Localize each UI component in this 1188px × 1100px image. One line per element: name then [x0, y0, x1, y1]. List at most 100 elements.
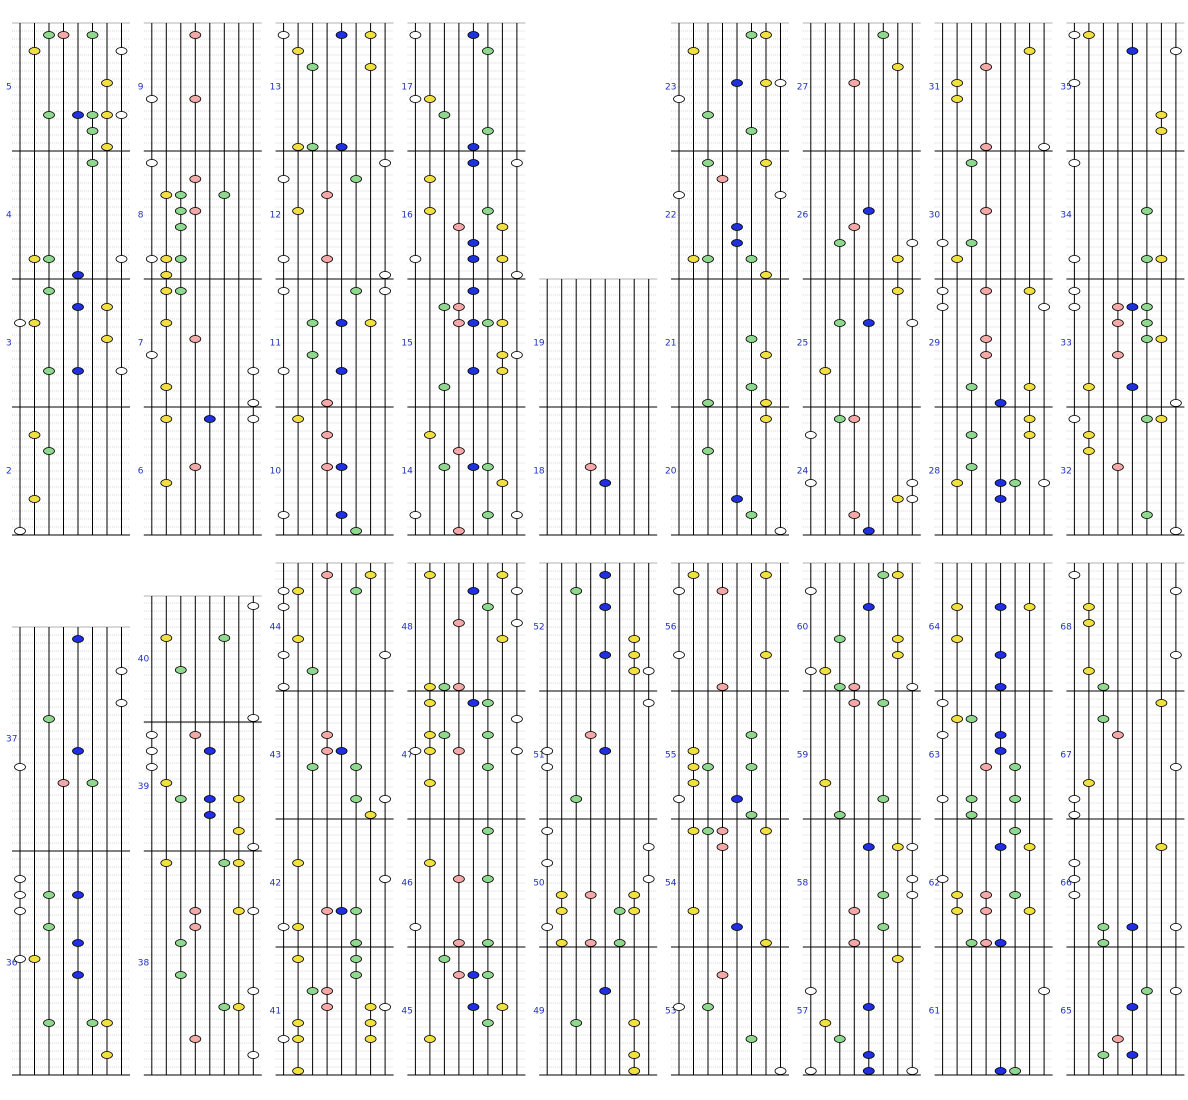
note — [745, 1035, 758, 1043]
note — [848, 683, 861, 691]
note — [833, 239, 846, 247]
measure-number: 27 — [797, 83, 808, 93]
note — [160, 779, 173, 787]
measure-number: 4 — [6, 211, 12, 221]
note — [1083, 619, 1095, 627]
note — [452, 971, 465, 979]
note — [189, 907, 202, 915]
note — [862, 319, 875, 327]
note — [994, 399, 1007, 407]
note — [760, 399, 772, 407]
measure-number: 26 — [797, 211, 809, 221]
note — [1068, 859, 1081, 867]
note — [702, 255, 714, 263]
measure-number: 33 — [1060, 339, 1071, 349]
note — [628, 651, 641, 659]
note — [760, 651, 772, 659]
note — [72, 891, 84, 899]
note — [951, 95, 963, 103]
note — [189, 207, 202, 215]
measure-number: 29 — [929, 339, 941, 349]
note — [1155, 699, 1168, 707]
note — [760, 351, 772, 359]
measure-number: 2 — [6, 467, 12, 477]
note — [86, 111, 99, 119]
note — [936, 875, 949, 883]
note — [673, 95, 685, 103]
note — [804, 479, 817, 487]
note — [877, 891, 890, 899]
note — [350, 939, 363, 947]
note — [891, 635, 904, 643]
note — [833, 415, 846, 423]
note — [1170, 399, 1182, 407]
note — [43, 367, 55, 375]
note — [980, 335, 992, 343]
note — [1112, 303, 1124, 311]
measure-number: 65 — [1060, 1007, 1071, 1017]
note — [481, 971, 494, 979]
measure-number: 24 — [797, 467, 809, 477]
note — [28, 495, 41, 503]
note — [891, 651, 904, 659]
note — [584, 891, 597, 899]
note — [247, 714, 260, 722]
note — [321, 1003, 334, 1011]
note — [467, 463, 480, 471]
note — [306, 63, 319, 71]
note — [1141, 415, 1153, 423]
measure-number: 3 — [6, 339, 12, 349]
note — [716, 827, 729, 835]
note — [350, 175, 363, 183]
note — [277, 683, 290, 691]
note — [774, 79, 787, 87]
note — [1112, 1035, 1124, 1043]
note — [833, 811, 846, 819]
note — [14, 763, 26, 771]
note — [1068, 287, 1081, 295]
note — [702, 159, 714, 167]
note — [423, 731, 436, 739]
measure-number: 51 — [533, 751, 544, 761]
note — [232, 795, 245, 803]
note — [101, 1019, 113, 1027]
note — [980, 63, 992, 71]
note — [848, 939, 861, 947]
note — [760, 827, 772, 835]
note — [1023, 47, 1036, 55]
note — [423, 1035, 436, 1043]
note — [628, 1067, 641, 1075]
measure-number: 16 — [401, 211, 413, 221]
note — [1141, 255, 1153, 263]
note — [335, 31, 348, 39]
note — [951, 603, 963, 611]
note — [28, 47, 41, 55]
note — [28, 431, 41, 439]
note — [160, 255, 173, 263]
note — [292, 47, 305, 55]
note — [702, 399, 714, 407]
note — [1023, 907, 1036, 915]
note — [906, 1067, 919, 1075]
note — [848, 699, 861, 707]
measure-number: 49 — [533, 1007, 545, 1017]
note — [716, 683, 729, 691]
note — [1112, 351, 1124, 359]
note — [423, 571, 436, 579]
note — [642, 699, 655, 707]
note — [994, 495, 1007, 503]
note — [906, 495, 919, 503]
note — [511, 715, 523, 723]
note — [86, 779, 99, 787]
note — [541, 747, 554, 755]
note — [409, 95, 422, 103]
note — [247, 987, 260, 995]
note — [174, 795, 187, 803]
note — [481, 319, 494, 327]
note — [28, 319, 41, 327]
note — [1083, 431, 1095, 439]
note — [1112, 319, 1124, 327]
note — [1023, 287, 1036, 295]
note — [292, 1067, 305, 1075]
note — [14, 319, 26, 327]
